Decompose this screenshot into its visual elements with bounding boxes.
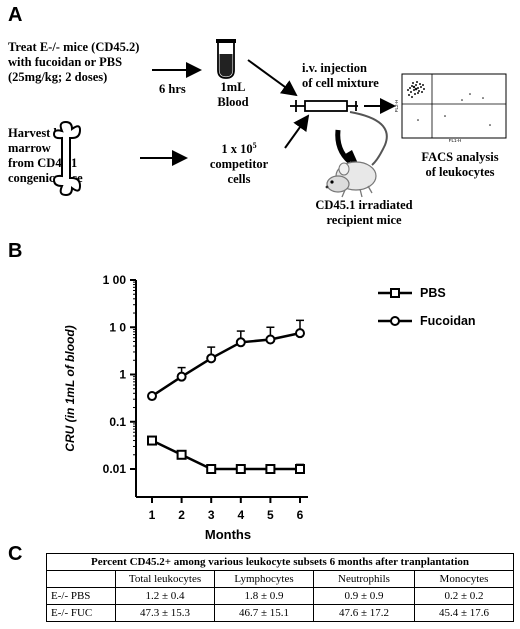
data-point <box>147 435 157 446</box>
recipient-label: CD45.1 irradiated recipient mice <box>289 198 439 228</box>
series-line <box>151 331 301 398</box>
table-cell: E-/- PBS <box>46 587 116 605</box>
blood-tube-icon <box>216 39 236 79</box>
table-cell: 45.4 ± 17.6 <box>414 604 514 622</box>
facs-label: FACS analysis of leukocytes <box>408 150 512 180</box>
data-point <box>176 371 187 382</box>
data-point <box>235 337 246 348</box>
data-point <box>147 391 157 402</box>
table-cell: 0.9 ± 0.9 <box>313 587 415 605</box>
table-header-cell: Lymphocytes <box>214 570 314 588</box>
table-title: Percent CD45.2+ among various leukocyte … <box>46 553 514 571</box>
step2-line: from CD45.1 <box>8 156 78 170</box>
x-tick-label: 3 <box>208 508 215 522</box>
data-point <box>206 464 217 474</box>
series-fucoidan <box>147 319 305 402</box>
table-row: E-/- PBS 1.2 ± 0.4 1.8 ± 0.9 0.9 ± 0.9 0… <box>46 587 514 605</box>
data-point <box>265 464 276 474</box>
competitor-label: 1 x 105 competitor cells <box>197 138 281 187</box>
step2-line: marrow <box>8 141 51 155</box>
table-header-cell: Total leukocytes <box>115 570 215 588</box>
step1-line: with fucoidan or PBS <box>8 55 123 69</box>
table-cell: 47.6 ± 17.2 <box>313 604 415 622</box>
data-point <box>265 334 276 345</box>
competitor-line: cells <box>227 172 251 187</box>
injection-arrow <box>335 129 352 164</box>
data-point <box>295 464 305 474</box>
blood-line: Blood <box>217 95 249 109</box>
blood-line: 1mL <box>220 80 246 94</box>
y-tick-label: 1 <box>119 368 126 382</box>
competitor-line: competitor <box>209 157 269 172</box>
facs-plot-icon: FL1-H FL2-H <box>394 73 507 143</box>
injection-line: of cell mixture <box>302 76 379 90</box>
y-axis-label: CRU (in 1mL of blood) <box>63 325 77 451</box>
y-tick-label: 1 0 <box>109 320 126 334</box>
facs-line: of leukocytes <box>425 165 495 179</box>
table-header-cell: Monocytes <box>414 570 514 588</box>
series-line <box>151 439 300 471</box>
x-tick-label: 5 <box>267 508 274 522</box>
table-cell: 0.2 ± 0.2 <box>414 587 514 605</box>
series-pbs <box>147 435 305 474</box>
facs-line: FACS analysis <box>421 150 499 164</box>
data-point <box>176 449 187 460</box>
table-cell: 46.7 ± 15.1 <box>214 604 314 622</box>
syringe-icon <box>290 100 358 112</box>
injection-line: i.v. injection <box>302 61 367 75</box>
table-header-cell <box>46 570 116 588</box>
bone-icon <box>52 120 82 197</box>
step1-time: 6 hrs <box>159 82 186 96</box>
recipient-line: CD45.1 irradiated <box>315 198 413 212</box>
table-cell: E-/- FUC <box>46 604 116 622</box>
blood-label: 1mL Blood <box>213 80 253 110</box>
step1-line: Treat E-/- mice (CD45.2) <box>8 40 140 54</box>
table-header-cell: Neutrophils <box>313 570 415 588</box>
x-tick-label: 4 <box>237 508 244 522</box>
x-tick-label: 2 <box>178 508 185 522</box>
injection-label: i.v. injection of cell mixture <box>302 61 379 91</box>
data-point <box>295 328 305 339</box>
mouse-tail-line <box>349 111 388 166</box>
mouse-icon <box>325 161 377 198</box>
panel-b-letter: B <box>8 240 23 262</box>
table-header-row: Total leukocytes Lymphocytes Neutrophils… <box>46 570 514 588</box>
y-tick-label: 0.01 <box>103 462 127 476</box>
facs-y-axis-label: FL2-H <box>394 100 399 113</box>
table-cell: 1.8 ± 0.9 <box>214 587 314 605</box>
legend-marker <box>390 288 400 298</box>
x-tick-label: 6 <box>297 508 304 522</box>
cru-line-chart: 0.01 0.1 1 1 0 1 00 1 2 3 4 5 6 Months CRU (in 1mL o… <box>63 273 476 540</box>
panel-a-diagram: FL1-H FL2-H <box>52 39 507 198</box>
competitor-line: 1 x 105 <box>221 141 257 157</box>
table-title-row: Percent CD45.2+ among various leukocyte … <box>46 553 514 571</box>
subsets-table-wrap: Percent CD45.2+ among various leukocyte … <box>46 553 514 622</box>
x-axis-label: Months <box>205 527 251 540</box>
data-point <box>235 464 246 474</box>
y-tick-label: 1 00 <box>103 273 127 287</box>
panel-c-letter: C <box>8 543 23 565</box>
step1-text: Treat E-/- mice (CD45.2) with fucoidan o… <box>8 40 139 85</box>
table-cell: 1.2 ± 0.4 <box>115 587 215 605</box>
data-point <box>206 353 217 364</box>
facs-x-axis-label: FL1-H <box>449 138 462 143</box>
table-row: E-/- FUC 47.3 ± 15.3 46.7 ± 15.1 47.6 ± … <box>46 604 514 622</box>
panel-a-letter: A <box>8 4 23 26</box>
legend-label: PBS <box>420 286 446 300</box>
subsets-table: Percent CD45.2+ among various leukocyte … <box>46 553 514 622</box>
arrow-cells-to-syringe <box>284 114 310 149</box>
table-cell: 47.3 ± 15.3 <box>115 604 215 622</box>
recipient-line: recipient mice <box>326 213 402 227</box>
y-tick-label: 0.1 <box>109 415 126 429</box>
legend-label: Fucoidan <box>420 314 476 328</box>
x-tick-label: 1 <box>149 508 156 522</box>
arrow-blood-to-syringe <box>247 59 298 97</box>
step1-line: (25mg/kg; 2 doses) <box>8 70 108 84</box>
legend-marker <box>390 316 400 326</box>
